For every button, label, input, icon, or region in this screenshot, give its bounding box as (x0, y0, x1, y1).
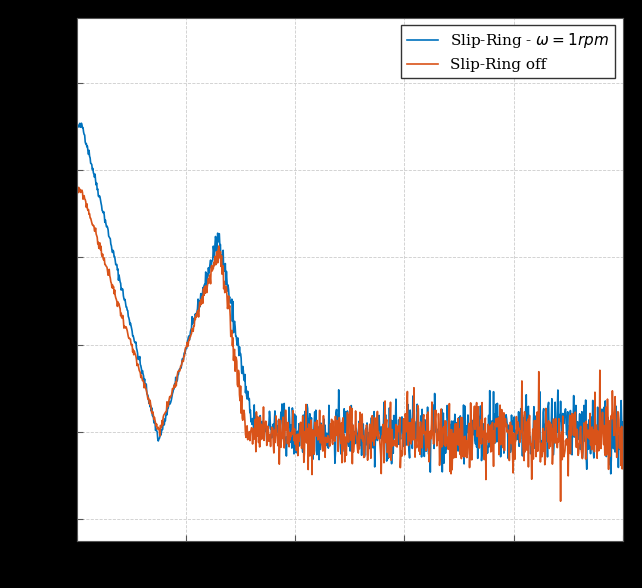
Slip-Ring off (619, 437, 627, 444)
Line: Slip-Ring off: Slip-Ring off (78, 188, 623, 501)
Slip-Ring - $\omega = 1 rpm$ (607, 470, 614, 477)
Slip-Ring off (449, 444, 456, 451)
Slip-Ring off (74, 189, 82, 196)
Slip-Ring - $\omega = 1 rpm$ (449, 434, 456, 441)
Slip-Ring - $\omega = 1 rpm$ (509, 428, 517, 435)
Slip-Ring off (509, 469, 517, 476)
Slip-Ring - $\omega = 1 rpm$ (74, 122, 82, 129)
Slip-Ring off (315, 435, 322, 442)
Slip-Ring off (75, 184, 83, 191)
Line: Slip-Ring - $\omega = 1 rpm$: Slip-Ring - $\omega = 1 rpm$ (78, 123, 623, 474)
Slip-Ring off (295, 438, 303, 445)
Slip-Ring off (499, 436, 507, 443)
Slip-Ring - $\omega = 1 rpm$ (130, 338, 138, 345)
Slip-Ring - $\omega = 1 rpm$ (78, 120, 85, 127)
Slip-Ring - $\omega = 1 rpm$ (315, 429, 322, 436)
Slip-Ring off (130, 348, 138, 355)
Legend: Slip-Ring - $\omega = 1 rpm$, Slip-Ring off: Slip-Ring - $\omega = 1 rpm$, Slip-Ring … (401, 25, 615, 78)
Slip-Ring off (557, 497, 564, 505)
Slip-Ring - $\omega = 1 rpm$ (295, 420, 303, 427)
Slip-Ring - $\omega = 1 rpm$ (619, 419, 627, 426)
Slip-Ring - $\omega = 1 rpm$ (499, 426, 507, 433)
